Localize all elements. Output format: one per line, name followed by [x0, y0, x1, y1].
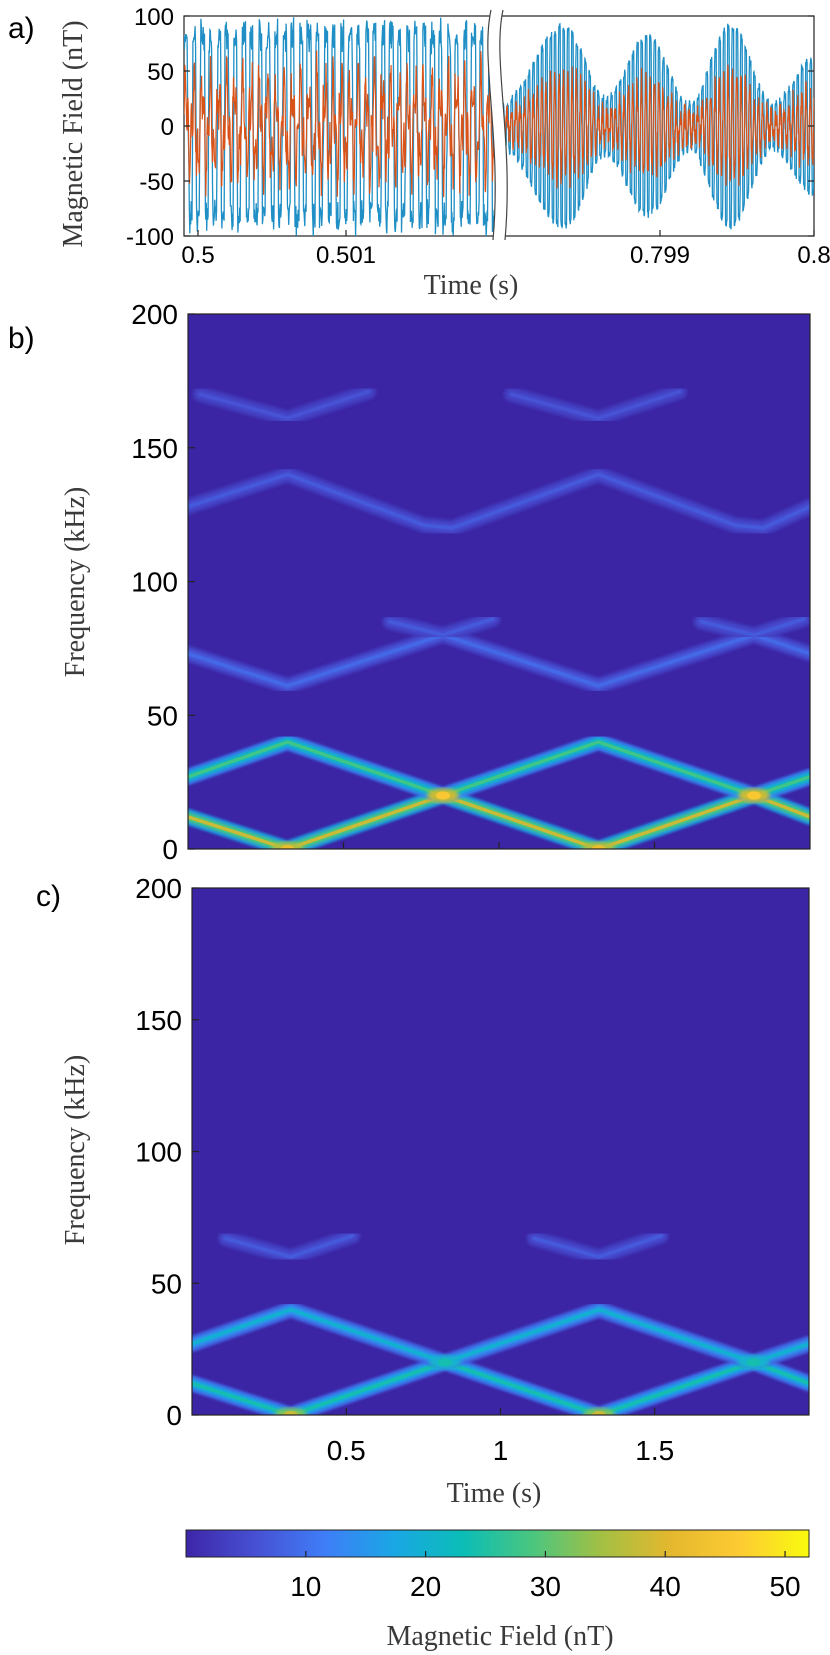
- panel-b-x-ticks: [342, 842, 656, 849]
- panel-c-hotspot: [746, 1358, 761, 1367]
- panel-c-label: c): [36, 880, 61, 913]
- panel-a-series-orange-right: [502, 64, 814, 189]
- panel-b-y-ticks: 200 150 100 50 0: [131, 299, 195, 865]
- panel-a-x-tick-label: 0.501: [316, 242, 376, 269]
- panel-c-y-tick-label: 50: [151, 1268, 182, 1299]
- panel-a-timeseries: a) 100 50 0 -50 -100 0.5 0.501 0.799 0.8 Magnet…: [8, 4, 830, 301]
- panel-c-ridges: [192, 1227, 809, 1415]
- panel-c-y-axis-label: Frequency (kHz): [60, 1055, 91, 1245]
- panel-a-orange-line-left: [184, 50, 496, 198]
- panel-c-y-tick-label: 150: [135, 1005, 182, 1036]
- panel-c-y-ticks: 200 150 100 50 0: [135, 873, 199, 1431]
- panel-a-x-ticks: 0.5 0.501 0.799 0.8: [181, 230, 830, 269]
- panel-b-y-tick-label: 150: [131, 433, 178, 464]
- panel-c-x-tick-label: 0.5: [327, 1435, 366, 1466]
- panel-a-blue-line-left: [184, 17, 496, 236]
- panel-b-hotspot: [280, 845, 295, 849]
- panel-b-ridge-core: [699, 617, 806, 637]
- panel-b-background: [188, 314, 810, 849]
- panel-b-y-tick-label: 100: [131, 567, 178, 598]
- panel-a-y-ticks: 100 50 0 -50 -100: [126, 4, 814, 251]
- panel-c-background: [192, 888, 809, 1415]
- panel-c-x-axis-label: Time (s): [447, 1478, 542, 1509]
- panel-b-ridge-core: [509, 389, 682, 421]
- panel-a-y-tick-label: 100: [134, 4, 174, 31]
- panel-a-y-axis-label: Magnetic Field (nT): [58, 20, 89, 247]
- panel-b-ridge-core: [188, 472, 810, 530]
- panel-c-ridge-core: [224, 1234, 355, 1259]
- panel-c-hotspot: [437, 1358, 452, 1367]
- panel-b-hotspot: [436, 791, 451, 800]
- colorbar-tick-label: 10: [290, 1571, 321, 1602]
- panel-b-y-tick-label: 200: [131, 299, 178, 330]
- colorbar-label: Magnetic Field (nT): [386, 1621, 613, 1652]
- panel-b-ridges: [188, 383, 810, 849]
- colorbar-gradient: [185, 1529, 810, 1558]
- panel-b-y-axis-label: Frequency (kHz): [60, 487, 91, 677]
- panel-a-y-tick-label: 50: [147, 59, 174, 86]
- colorbar-tick-label: 20: [410, 1571, 441, 1602]
- panel-a-x-axis-label: Time (s): [424, 270, 519, 301]
- panel-c-hotspot: [592, 1411, 607, 1415]
- panel-a-x-tick-label: 0.8: [797, 242, 830, 269]
- colorbar-ticks: 10 20 30 40 50: [290, 1551, 801, 1602]
- panel-b-ridge-core: [388, 617, 495, 637]
- panel-c-y-tick-label: 200: [135, 873, 182, 904]
- panel-a-y-tick-label: 0: [161, 114, 174, 141]
- colorbar-tick-label: 50: [769, 1571, 800, 1602]
- panel-c-hotspot: [283, 1411, 298, 1415]
- colorbar-tick-label: 40: [650, 1571, 681, 1602]
- panel-b-hotspot: [747, 791, 762, 800]
- panel-a-y-tick-label: -100: [126, 224, 174, 251]
- panel-b-ridge-core: [198, 389, 371, 421]
- panel-a-orange-line-right: [502, 64, 814, 189]
- panel-c-y-tick-label: 100: [135, 1137, 182, 1168]
- panel-c-y-tick-label: 0: [166, 1400, 182, 1431]
- panel-a-series-blue-left: [184, 17, 496, 236]
- colorbar-tick-label: 30: [530, 1571, 561, 1602]
- panel-b-label: b): [8, 322, 35, 355]
- panel-a-x-tick-label: 0.799: [630, 242, 690, 269]
- panel-a-series-orange-left: [184, 50, 496, 198]
- panel-c-x-tick-label: 1: [493, 1435, 509, 1466]
- panel-a-axis-break: [487, 9, 508, 241]
- panel-a-y-tick-label: -50: [139, 169, 174, 196]
- panel-b-y-tick-label: 50: [147, 700, 178, 731]
- panel-b-spectrogram: b) 200 150 100 50 0 Frequency (kHz): [8, 299, 811, 865]
- panel-c-x-ticks: 0.5 1 1.5: [327, 1408, 674, 1466]
- panel-c-ridge-core: [532, 1234, 663, 1259]
- panel-c-x-tick-label: 1.5: [635, 1435, 674, 1466]
- panel-a-x-tick-label: 0.5: [181, 242, 214, 269]
- panel-b-hotspot: [591, 845, 606, 849]
- colorbar: 10 20 30 40 50 Magnetic Field (nT): [185, 1529, 810, 1652]
- panel-a-label: a): [8, 12, 35, 45]
- panel-b-y-tick-label: 0: [162, 834, 178, 865]
